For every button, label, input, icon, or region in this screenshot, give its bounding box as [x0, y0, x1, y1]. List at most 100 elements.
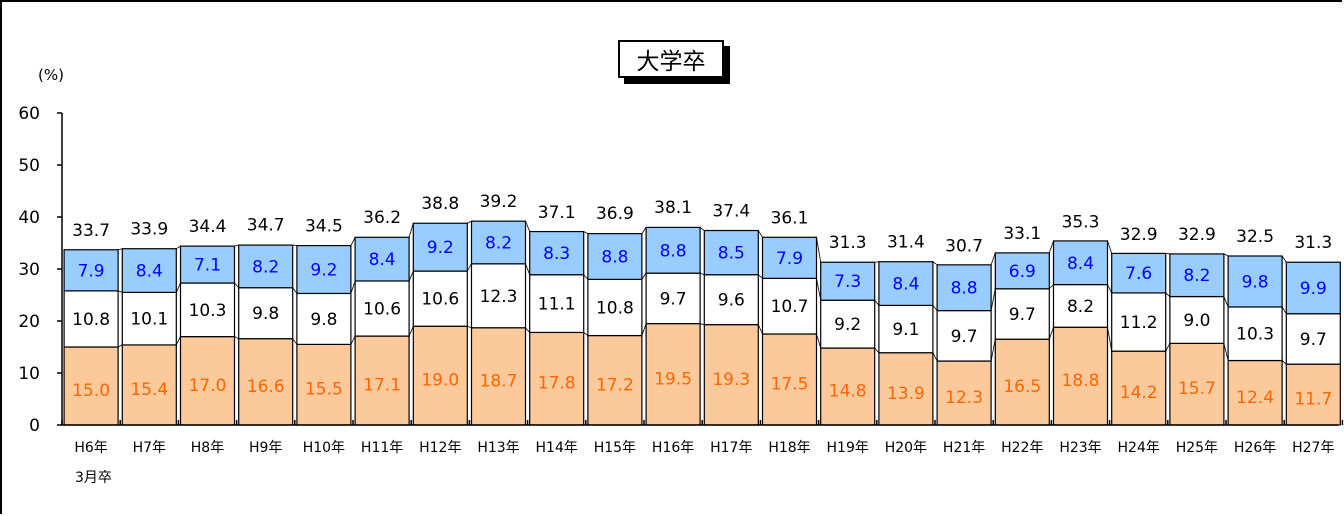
data-label-top: 8.8	[660, 241, 687, 261]
series-connector-line	[350, 237, 356, 246]
series-connector-line	[1165, 253, 1170, 255]
data-label-top: 8.4	[369, 250, 396, 270]
x-tick-label: H9年	[249, 440, 282, 456]
bar-segment-middle	[470, 263, 527, 329]
series-connector-line	[525, 221, 531, 232]
x-tick-label: H8年	[191, 440, 224, 456]
bar-segment-bottom	[238, 338, 294, 426]
data-label-total: 34.5	[305, 217, 343, 237]
data-label-bottom: 18.8	[1062, 371, 1100, 391]
data-label-total: 38.8	[421, 194, 459, 214]
bar-segment-middle	[63, 290, 119, 348]
series-connector-line	[757, 230, 763, 238]
data-label-middle: 10.3	[189, 301, 227, 321]
data-label-bottom: 14.2	[1120, 383, 1158, 403]
bar-segment-bottom	[820, 347, 876, 426]
bar-segment-top	[412, 222, 468, 272]
series-connector-line	[990, 288, 996, 311]
x-tick-label: H13年	[477, 440, 519, 456]
series-connector-line	[176, 245, 181, 250]
series-connector-line	[467, 220, 472, 224]
series-connector-line	[466, 263, 472, 272]
series-connector-line	[816, 333, 822, 349]
data-label-top: 9.9	[1300, 279, 1327, 299]
bar-segment-middle	[645, 272, 701, 325]
data-label-middle: 10.7	[771, 297, 809, 317]
data-label-bottom: 15.5	[305, 380, 343, 400]
series-connector-line	[699, 272, 705, 276]
series-connector-line	[816, 278, 822, 301]
data-label-middle: 9.6	[718, 291, 745, 311]
data-label-total: 37.1	[538, 203, 576, 223]
bar-segment-bottom	[645, 323, 701, 426]
data-label-bottom: 11.7	[1294, 390, 1332, 410]
bar-segment-bottom	[1169, 342, 1225, 426]
bar-segment-bottom	[296, 343, 352, 426]
series-connector-line	[990, 252, 996, 265]
series-connector-line	[932, 305, 938, 311]
bar-segment-top	[179, 245, 236, 284]
x-axis-note: 3月卒	[75, 470, 112, 486]
series-connector-line	[292, 338, 298, 345]
series-connector-line	[467, 325, 472, 329]
series-connector-line	[1165, 292, 1171, 297]
data-label-total: 32.9	[1178, 225, 1216, 245]
series-connector-line	[641, 272, 647, 280]
bar-segment-top	[703, 229, 759, 276]
bar-segment-top	[587, 233, 643, 280]
bar-segment-top	[1169, 253, 1225, 298]
series-connector-line	[874, 347, 880, 353]
data-label-bottom: 13.9	[887, 384, 925, 404]
series-connector-line	[175, 336, 181, 346]
series-connector-line	[1223, 296, 1229, 308]
data-label-total: 31.4	[887, 233, 925, 253]
series-connector-line	[874, 299, 880, 306]
bar-segment-top	[296, 245, 352, 295]
data-label-middle: 12.3	[480, 287, 518, 307]
data-label-middle: 9.8	[252, 304, 279, 324]
series-connector-line	[757, 324, 763, 335]
data-label-total: 31.3	[829, 233, 867, 253]
data-label-middle: 9.1	[892, 320, 919, 340]
bar-segment-top	[820, 261, 876, 301]
data-label-middle: 10.6	[363, 300, 401, 320]
series-connector-line	[408, 223, 414, 238]
x-tick-label: H15年	[594, 440, 636, 456]
bar-segment-bottom	[529, 331, 585, 426]
data-label-top: 8.2	[252, 257, 279, 277]
x-tick-label: H27年	[1292, 440, 1334, 456]
bar-segment-bottom	[587, 334, 643, 426]
chart-title: 大学卒	[618, 40, 724, 78]
data-label-middle: 9.8	[310, 310, 337, 330]
y-tick-label: 60	[18, 104, 40, 124]
series-connector-line	[583, 332, 589, 336]
series-connector-line	[700, 323, 705, 326]
data-label-middle: 10.1	[130, 310, 168, 330]
y-tick-label: 10	[18, 364, 40, 384]
data-label-bottom: 17.0	[189, 376, 227, 396]
bar-segment-top	[238, 244, 294, 289]
series-connector-line	[1223, 253, 1229, 257]
data-label-middle: 10.8	[72, 310, 110, 330]
bar-segment-top	[529, 230, 585, 276]
data-label-total: 34.4	[189, 217, 227, 237]
bar-segment-top	[761, 236, 818, 279]
series-connector-line	[175, 282, 181, 293]
series-connector-line	[641, 323, 647, 336]
bar-segment-top	[1227, 255, 1283, 308]
data-label-bottom: 17.5	[771, 375, 809, 395]
bar-segment-middle	[238, 287, 294, 340]
data-label-total: 33.1	[1003, 224, 1041, 244]
bar-segment-top	[645, 226, 701, 274]
series-connector-line	[932, 352, 938, 362]
series-connector-line	[525, 327, 530, 333]
x-tick-label: H25年	[1176, 440, 1218, 456]
series-connector-line	[292, 287, 298, 294]
data-label-middle: 9.7	[660, 289, 687, 309]
series-connector-line	[234, 336, 239, 340]
y-tick-label: 20	[18, 312, 40, 332]
data-label-bottom: 17.1	[363, 376, 401, 396]
data-label-top: 9.2	[310, 261, 337, 281]
bar-segment-bottom	[470, 327, 527, 426]
